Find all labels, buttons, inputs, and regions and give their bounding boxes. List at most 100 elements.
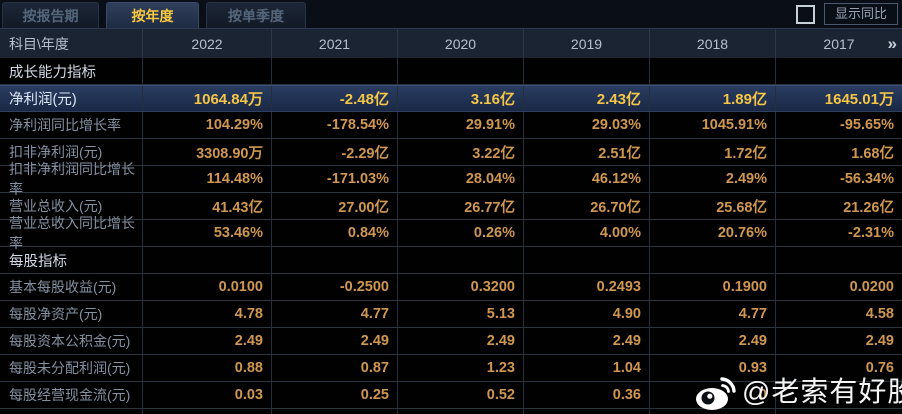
cell-2018 xyxy=(650,58,776,84)
cell-2019: 0.2493 xyxy=(524,274,650,300)
cell-2019: 0.36 xyxy=(524,382,650,408)
cell-2020: 3.22亿 xyxy=(398,139,524,165)
period-tabbar: 按报告期 按年度 按单季度 显示同比 xyxy=(0,0,902,28)
cell-2022: 0.0100 xyxy=(143,274,272,300)
cell-2022: 1064.84万 xyxy=(143,86,272,111)
table-body: 成长能力指标 净利润(元) 1064.84万 -2.48亿 3.16亿 2.43… xyxy=(0,58,902,414)
row-label: 每股未分配利润(元) xyxy=(0,355,143,381)
row-label: 扣非净利润同比增长率 xyxy=(0,161,143,197)
table-row[interactable]: 每股资本公积金(元) 2.49 2.49 2.49 2.49 2.49 2.49 xyxy=(0,328,902,355)
cell-2019: 29.03% xyxy=(524,112,650,138)
table-row[interactable]: 营业总收入同比增长率 53.46% 0.84% 0.26% 4.00% 20.7… xyxy=(0,215,902,251)
year-header-2017: 2017 » xyxy=(776,29,902,58)
yoy-controls: 显示同比 xyxy=(795,3,898,25)
cell-2020: 29.91% xyxy=(398,112,524,138)
year-header-2018: 2018 xyxy=(650,29,776,58)
cell-2018: 4.77 xyxy=(650,301,776,327)
cell-2018: 0.93 xyxy=(650,355,776,381)
table-row[interactable]: 每股经营现金流(元) 0.03 0.25 0.52 0.36 0 xyxy=(0,382,902,409)
cell-2021: 27.00亿 xyxy=(272,193,398,219)
cell-2017 xyxy=(776,382,902,408)
cell-2018: 1.72亿 xyxy=(650,139,776,165)
cell-2021: 2.49 xyxy=(272,328,398,354)
cell-2020: 28.04% xyxy=(398,166,524,192)
cell-2018 xyxy=(650,247,776,273)
cell-2017: 2.49 xyxy=(865,333,894,349)
table-row[interactable]: 扣非净利润(元) 3308.90万 -2.29亿 3.22亿 2.51亿 1.7… xyxy=(0,139,902,166)
cell-2018: 1045.91% xyxy=(650,112,776,138)
cell-2020: 26.77亿 xyxy=(398,193,524,219)
year-header-2020: 2020 xyxy=(398,29,524,58)
cell-2022: 2.49 xyxy=(143,328,272,354)
cell-2017: 1645.01万 xyxy=(824,91,894,108)
table-row[interactable]: 净利润(元) 1064.84万 -2.48亿 3.16亿 2.43亿 1.89亿… xyxy=(0,85,902,112)
cell-2022: 53.46% xyxy=(143,220,272,246)
table-header: 科目\年度 2022 2021 2020 2019 2018 2017 » xyxy=(0,28,902,58)
cell-2018: 0 xyxy=(650,382,776,408)
row-label: 净利润(元) xyxy=(0,86,143,111)
tab-by-report-period[interactable]: 按报告期 xyxy=(2,2,99,28)
table-row[interactable]: 基本每股收益(元) 0.0100 -0.2500 0.3200 0.2493 0… xyxy=(0,274,902,301)
table-row: 每股指标 xyxy=(0,247,902,274)
cell-2017: 4.58 xyxy=(865,306,894,322)
cell-2020: 0.26% xyxy=(398,220,524,246)
cell-2018: 1.89亿 xyxy=(650,86,776,111)
table-row[interactable]: 扣非净利润同比增长率 114.48% -171.03% 28.04% 46.12… xyxy=(0,161,902,197)
tab-by-year[interactable]: 按年度 xyxy=(106,2,199,28)
cell-2020: 2.49 xyxy=(398,328,524,354)
table-row: 成长能力指标 xyxy=(0,58,902,85)
cell-2019: 2.43亿 xyxy=(524,86,650,111)
cell-2021: -2.48亿 xyxy=(272,86,398,111)
cell-2017 xyxy=(776,58,902,84)
table-row[interactable]: 营业总收入(元) 41.43亿 27.00亿 26.77亿 26.70亿 25.… xyxy=(0,193,902,220)
cell-2020: 1.23 xyxy=(398,355,524,381)
cell-2020 xyxy=(398,247,524,273)
show-yoy-label[interactable]: 显示同比 xyxy=(823,3,898,25)
cell-2022: 0.03 xyxy=(143,382,272,408)
cell-2021: 4.77 xyxy=(272,301,398,327)
row-label: 营业总收入同比增长率 xyxy=(0,215,143,251)
cell-2021: -171.03% xyxy=(272,166,398,192)
row-label: 扣非净利润(元) xyxy=(0,139,143,165)
cell-2021: -0.2500 xyxy=(272,274,398,300)
more-years-icon[interactable]: » xyxy=(887,33,898,53)
cell-2017: 21.26亿 xyxy=(843,199,894,216)
cell-2020: 0.3200 xyxy=(398,274,524,300)
cell-2019: 4.90 xyxy=(524,301,650,327)
cell-2019: 2.51亿 xyxy=(524,139,650,165)
cell-2022 xyxy=(143,247,272,273)
cell-2021: 0.84% xyxy=(272,220,398,246)
row-label: 营业总收入(元) xyxy=(0,193,143,219)
cell-2017: -2.31% xyxy=(848,225,894,241)
cell-2020: 0.52 xyxy=(398,382,524,408)
cell-2018: 2.49 xyxy=(650,328,776,354)
cell-2021 xyxy=(272,247,398,273)
tab-by-single-quarter[interactable]: 按单季度 xyxy=(206,2,306,28)
cell-2019: 2.49 xyxy=(524,328,650,354)
cell-2022 xyxy=(143,58,272,84)
cell-2017: 0.0200 xyxy=(849,279,894,295)
row-label: 基本每股收益(元) xyxy=(0,274,143,300)
corner-header-cell: 科目\年度 xyxy=(0,29,143,58)
cell-2022: 0.88 xyxy=(143,355,272,381)
cell-2022: 4.78 xyxy=(143,301,272,327)
cell-2017: 0.76 xyxy=(865,360,894,376)
table-row[interactable]: 每股未分配利润(元) 0.88 0.87 1.23 1.04 0.93 0.76 xyxy=(0,355,902,382)
cell-2021 xyxy=(272,58,398,84)
cell-2022: 3308.90万 xyxy=(143,139,272,165)
table-row[interactable]: 净利润同比增长率 104.29% -178.54% 29.91% 29.03% … xyxy=(0,112,902,139)
show-yoy-checkbox[interactable] xyxy=(795,4,815,24)
cell-2018: 0.1900 xyxy=(650,274,776,300)
year-header-2021: 2021 xyxy=(272,29,398,58)
year-header-2017-label: 2017 xyxy=(823,35,855,52)
cell-2017: -56.34% xyxy=(839,171,894,187)
row-label: 每股经营现金流(元) xyxy=(0,382,143,408)
year-header-2019: 2019 xyxy=(524,29,650,58)
cell-2022 xyxy=(143,409,272,414)
cell-2019 xyxy=(524,409,650,414)
row-label: 每股净资产(元) xyxy=(0,301,143,327)
cell-2021: -178.54% xyxy=(272,112,398,138)
table-row[interactable]: 每股净资产(元) 4.78 4.77 5.13 4.90 4.77 4.58 xyxy=(0,301,902,328)
row-label: 每股指标 xyxy=(0,247,143,273)
cell-2019: 1.04 xyxy=(524,355,650,381)
